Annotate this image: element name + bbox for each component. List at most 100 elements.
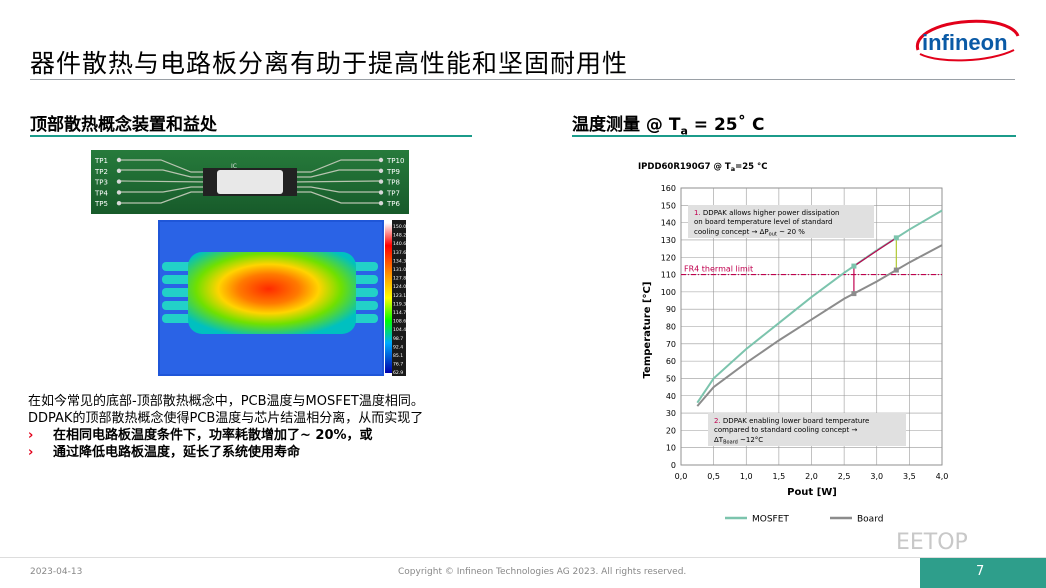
infineon-logo: infineon <box>915 19 1020 62</box>
annotation-2-line-2: compared to standard cooling concept → <box>714 426 857 434</box>
pin-label: TP1 <box>94 157 108 165</box>
data-marker <box>893 235 899 241</box>
annotation-2-line-3: ΔTBoard ~12°C <box>714 436 763 446</box>
threshold-label: FR4 thermal limit <box>684 265 753 274</box>
footer-rule <box>0 557 1046 558</box>
y-tick-label: 150 <box>661 201 676 210</box>
thermal-scale-label: 131.0 <box>393 267 406 273</box>
thermal-scale-label: 98.7 <box>393 336 403 342</box>
x-tick-label: 1,0 <box>740 472 753 481</box>
x-tick-label: 3,0 <box>870 472 883 481</box>
heading-text: 温度测量 @ T <box>572 115 681 135</box>
thermal-image: 150.0 148.2 140.6 137.6 134.3 131.0 127.8 124.0… <box>158 220 406 376</box>
annotation-1-line-2: on board temperature level of standard <box>694 218 833 226</box>
y-tick-label: 100 <box>661 288 676 297</box>
y-tick-label: 130 <box>661 236 676 245</box>
thermal-scale-label: 150.0 <box>393 224 406 230</box>
heading-subscript: a <box>680 124 688 138</box>
thermal-scale-label: 134.3 <box>393 258 406 264</box>
bullet-2: › 通过降低电路板温度，延长了系统使用寿命 <box>28 444 473 461</box>
bullet-marker: › <box>28 428 34 443</box>
watermark: EETOP <box>896 530 968 555</box>
thermal-scale-label: 92.4 <box>393 344 403 350</box>
right-section-rule <box>572 135 1016 137</box>
left-section-heading: 顶部散热概念装置和益处 <box>30 115 217 135</box>
x-tick-label: 1,5 <box>773 472 786 481</box>
y-tick-label: 90 <box>666 305 676 314</box>
pin-label: TP5 <box>94 200 108 208</box>
right-section-heading: 温度测量 @ Ta = 25˚ C <box>572 110 765 137</box>
thermal-scale-label: 119.3 <box>393 301 406 307</box>
title-divider <box>30 79 1015 80</box>
pin-label: TP3 <box>94 179 108 187</box>
pin-pad <box>116 179 122 184</box>
pin-pad <box>378 190 384 195</box>
logo-text: infineon <box>922 30 1008 55</box>
thermal-scale-label: 124.0 <box>393 284 406 290</box>
bullet-marker: › <box>28 445 34 460</box>
pin-label: TP10 <box>386 157 404 165</box>
legend-label: Board <box>857 515 883 525</box>
pin-label: TP8 <box>386 179 400 187</box>
pin-pad <box>378 157 384 163</box>
paragraph-1: 在如今常见的底部-顶部散热概念中，PCB温度与MOSFET温度相同。 <box>28 394 424 409</box>
y-tick-label: 160 <box>661 184 676 193</box>
data-marker <box>893 267 899 273</box>
thermal-scale-label: 123.1 <box>393 293 406 299</box>
y-tick-label: 70 <box>666 340 676 349</box>
annotation-2-box <box>708 413 906 446</box>
thermal-scale-label: 104.4 <box>393 327 406 333</box>
y-tick-label: 30 <box>666 409 676 418</box>
body-text: 在如今常见的底部-顶部散热概念中，PCB温度与MOSFET温度相同。 DDPAK… <box>28 393 473 461</box>
pin-pad <box>116 157 122 163</box>
pcb-photo: TP1 TP2 TP3 TP4 TP5 TP10 TP9 TP8 TP7 TP6 IC <box>91 150 409 214</box>
legend-label: MOSFET <box>752 515 789 525</box>
pin-label: TP7 <box>386 189 400 197</box>
left-section-rule <box>30 135 472 137</box>
footer-copyright: Copyright © Infineon Technologies AG 202… <box>398 567 687 577</box>
x-axis-label: Pout [W] <box>787 487 837 498</box>
y-axis-label: Temperature [°C] <box>642 282 653 379</box>
delta-arrow-diagonal <box>853 237 897 267</box>
footer-date: 2023-04-13 <box>30 567 83 577</box>
y-tick-label: 60 <box>666 357 676 366</box>
pin-label: TP2 <box>94 168 108 176</box>
annotation-1-line-1: 1. DDPAK allows higher power dissipation <box>694 209 839 217</box>
y-tick-label: 110 <box>661 271 676 280</box>
page-number-box: 7 <box>920 558 1046 588</box>
pin-label: TP6 <box>386 200 400 208</box>
annotation-2-line-1: 2. DDPAK enabling lower board temperatur… <box>714 417 869 425</box>
data-marker <box>851 263 857 269</box>
x-tick-label: 2,5 <box>838 472 851 481</box>
x-tick-label: 3,5 <box>903 472 916 481</box>
paragraph-2: DDPAK的顶部散热概念使得PCB温度与芯片结温相分离，从而实现了 <box>28 411 424 426</box>
chart-title: IPDD60R190G7 @ Ta=25 °C <box>638 162 768 173</box>
bullet-1: › 在相同电路板温度条件下，功率耗散增加了~ 20%，或 <box>28 427 473 444</box>
y-tick-label: 20 <box>666 426 676 435</box>
annotation-1-line-3: cooling concept → ΔPout ~ 20 % <box>694 228 805 238</box>
temperature-chart: IPDD60R190G7 @ Ta=25 °C 0 10 20 30 40 50 60 70 8… <box>638 162 949 525</box>
data-marker <box>851 291 857 297</box>
x-tick-label: 2,0 <box>805 472 818 481</box>
y-tick-label: 80 <box>666 323 676 332</box>
bullet-text-1: 在相同电路板温度条件下，功率耗散增加了~ 20%，或 <box>53 428 373 443</box>
page-title: 器件散热与电路板分离有助于提高性能和坚固耐用性 <box>30 49 629 78</box>
heading-text-post: = 25˚ C <box>687 115 765 135</box>
bullet-text-2: 通过降低电路板温度，延长了系统使用寿命 <box>53 445 301 460</box>
thermal-scale-label: 108.6 <box>393 319 406 325</box>
thermal-scale-label: 85.1 <box>393 353 403 359</box>
pin-pad <box>116 190 122 195</box>
pin-label: TP9 <box>386 168 400 176</box>
annotation-1-box <box>688 205 874 238</box>
pin-label: TP4 <box>94 189 108 197</box>
pin-pad <box>378 201 384 206</box>
x-tick-label: 4,0 <box>936 472 949 481</box>
page-number: 7 <box>976 564 985 579</box>
x-tick-label: 0,0 <box>675 472 688 481</box>
y-tick-label: 40 <box>666 392 676 401</box>
thermal-scale-label: 62.9 <box>393 370 403 376</box>
thermal-scale-label: 140.6 <box>393 241 406 247</box>
board-ic-label: IC <box>231 163 237 170</box>
y-tick-label: 0 <box>671 461 676 470</box>
y-tick-label: 140 <box>661 219 676 228</box>
